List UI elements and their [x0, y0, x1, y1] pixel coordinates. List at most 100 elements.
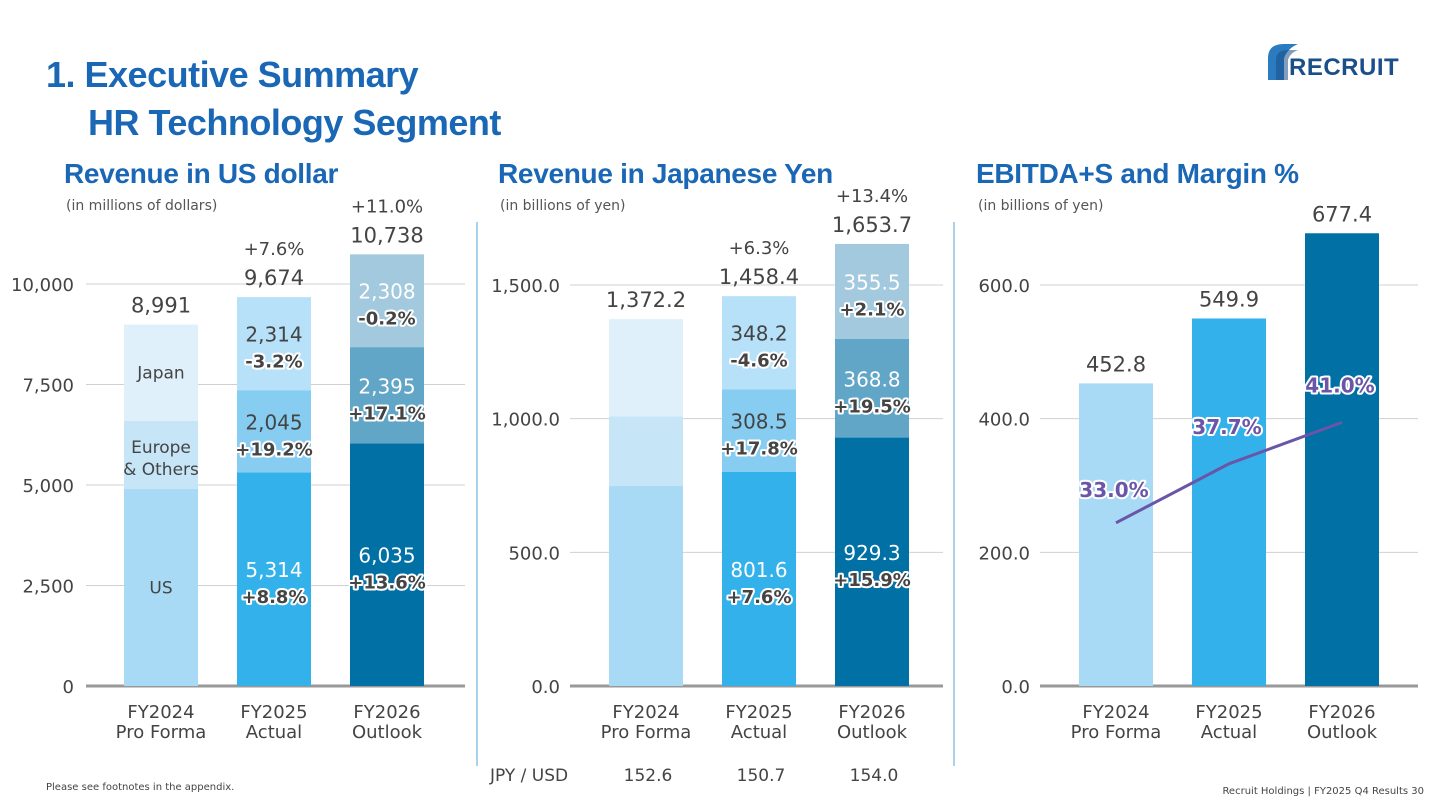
value-label-usd-fy2025-europe: 2,045 [245, 410, 302, 434]
bar-jpy-fy2024-japan [609, 319, 683, 417]
bar-usd-fy2025-europe [237, 390, 311, 473]
x-tick-sub-usd-fy2025: Actual [246, 722, 302, 743]
value-label-jpy-fy2025-europe: 308.5 [730, 409, 787, 433]
y-tick-jpy-1: 500.0 [508, 543, 560, 564]
legend-label-europe: Europe [131, 438, 191, 458]
bar-ebitda-fy2025 [1192, 318, 1266, 686]
section-unit-jpy: (in billions of yen) [500, 198, 626, 214]
bar-ebitda-fy2026 [1305, 233, 1379, 686]
y-tick-ebitda-1: 200.0 [978, 543, 1030, 564]
bar-jpy-fy2025-us [722, 471, 796, 686]
bar-usd-fy2026-japan [350, 254, 424, 348]
legend-label-japan: Japan [136, 364, 184, 384]
value-label-usd-fy2026-europe: 2,395 [358, 374, 415, 398]
y-tick-jpy-0: 0.0 [531, 677, 560, 698]
value-label-ebitda-fy2025: 549.9 [1199, 287, 1259, 311]
footnote: Please see footnotes in the appendix. [46, 782, 235, 793]
section-title-ebitda: EBITDA+S and Margin % [976, 158, 1299, 189]
y-tick-usd-4: 10,000 [11, 275, 74, 296]
x-tick-usd-fy2026: FY2026 [353, 702, 420, 723]
section-unit-ebitda: (in billions of yen) [978, 198, 1104, 214]
bar-usd-fy2024-japan [124, 324, 198, 421]
bar-usd-fy2026-us [350, 443, 424, 686]
total-label-jpy-fy2025: 1,458.4 [719, 265, 799, 289]
bar-jpy-fy2025-europe [722, 389, 796, 472]
y-tick-usd-0: 0 [63, 677, 74, 698]
y-tick-usd-2: 5,000 [22, 476, 74, 497]
x-tick-sub-ebitda-fy2024: Pro Forma [1071, 722, 1162, 743]
bar-usd-fy2025-japan [237, 297, 311, 391]
x-tick-sub-usd-fy2024: Pro Forma [116, 722, 207, 743]
value-label-usd-fy2026-japan: 2,308 [358, 280, 415, 304]
total-label-usd-fy2025: 9,674 [244, 266, 304, 290]
total-growth-jpy-fy2025: +6.3% [729, 238, 790, 259]
growth-label-usd-fy2025-europe: +19.2% [235, 439, 313, 460]
total-growth-jpy-fy2026: +13.4% [836, 186, 908, 207]
divider-left [476, 222, 478, 766]
logo-text: RECRUIT [1289, 54, 1400, 81]
bar-jpy-fy2026-europe [835, 338, 909, 438]
total-growth-usd-fy2026: +11.0% [351, 196, 423, 217]
value-label-jpy-fy2025-us: 801.6 [730, 558, 787, 582]
growth-label-jpy-fy2025-europe: +17.8% [720, 438, 798, 459]
y-tick-jpy-3: 1,500.0 [491, 276, 560, 297]
total-growth-usd-fy2025: +7.6% [244, 239, 305, 260]
x-tick-ebitda-fy2026: FY2026 [1308, 702, 1375, 723]
x-tick-jpy-fy2025: FY2025 [725, 702, 792, 723]
growth-label-jpy-fy2026-us: +15.9% [833, 570, 911, 591]
value-label-jpy-fy2026-us: 929.3 [843, 541, 900, 565]
x-tick-usd-fy2024: FY2024 [127, 702, 194, 723]
bar-jpy-fy2026-us [835, 437, 909, 686]
growth-label-usd-fy2025-japan: -3.2% [245, 352, 302, 373]
x-tick-sub-jpy-fy2026: Outlook [837, 722, 908, 743]
page-subtitle: HR Technology Segment [88, 102, 501, 143]
margin-label-fy2026: 41.0% [1305, 373, 1374, 397]
fx-rate-label: JPY / USD [490, 766, 569, 786]
value-label-ebitda-fy2026: 677.4 [1312, 202, 1372, 226]
y-tick-usd-1: 2,500 [22, 577, 74, 598]
growth-label-jpy-fy2026-japan: +2.1% [839, 299, 904, 320]
bar-usd-fy2026-europe [350, 347, 424, 444]
margin-label-fy2024: 33.0% [1079, 478, 1148, 502]
value-label-usd-fy2025-japan: 2,314 [245, 323, 302, 347]
growth-label-jpy-fy2025-us: +7.6% [726, 587, 791, 608]
fx-rate-fy2024: 152.6 [623, 766, 673, 786]
growth-label-usd-fy2026-japan: -0.2% [358, 309, 415, 330]
total-label-usd-fy2024: 8,991 [131, 294, 191, 318]
bar-usd-fy2024-us [124, 489, 198, 686]
x-tick-ebitda-fy2025: FY2025 [1195, 702, 1262, 723]
y-tick-ebitda-3: 600.0 [978, 276, 1030, 297]
y-tick-jpy-2: 1,000.0 [491, 410, 560, 431]
margin-line [1115, 420, 1343, 525]
value-label-ebitda-fy2024: 452.8 [1086, 352, 1146, 376]
fx-rate-fy2026: 154.0 [849, 766, 899, 786]
footer-source: Recruit Holdings | FY2025 Q4 Results 30 [1222, 786, 1424, 797]
section-unit-usd: (in millions of dollars) [66, 198, 218, 214]
bar-jpy-fy2025-japan [722, 296, 796, 390]
margin-label-fy2025: 37.7% [1192, 415, 1261, 439]
divider-right [953, 222, 955, 766]
x-tick-ebitda-fy2024: FY2024 [1082, 702, 1149, 723]
recruit-logo-icon [1268, 44, 1298, 80]
fx-rate-fy2025: 150.7 [736, 766, 786, 786]
x-tick-jpy-fy2026: FY2026 [838, 702, 905, 723]
value-label-usd-fy2026-us: 6,035 [358, 544, 415, 568]
growth-label-usd-fy2025-us: +8.8% [241, 587, 306, 608]
y-tick-usd-3: 7,500 [22, 376, 74, 397]
total-label-jpy-fy2026: 1,653.7 [832, 213, 912, 237]
x-tick-sub-ebitda-fy2026: Outlook [1307, 722, 1378, 743]
x-tick-usd-fy2025: FY2025 [240, 702, 307, 723]
growth-label-jpy-fy2026-europe: +19.5% [833, 396, 911, 417]
y-tick-ebitda-0: 0.0 [1001, 677, 1030, 698]
value-label-jpy-fy2025-japan: 348.2 [730, 322, 787, 346]
section-title-jpy: Revenue in Japanese Yen [498, 158, 833, 189]
section-title-usd: Revenue in US dollar [64, 158, 339, 189]
x-tick-sub-ebitda-fy2025: Actual [1201, 722, 1257, 743]
legend-label-us: US [149, 579, 172, 599]
x-tick-sub-jpy-fy2024: Pro Forma [601, 722, 692, 743]
value-label-usd-fy2025-us: 5,314 [245, 558, 302, 582]
x-tick-sub-jpy-fy2025: Actual [731, 722, 787, 743]
page-title: 1. Executive Summary [46, 54, 419, 95]
value-label-jpy-fy2026-europe: 368.8 [843, 367, 900, 391]
bar-jpy-fy2024-europe [609, 416, 683, 487]
